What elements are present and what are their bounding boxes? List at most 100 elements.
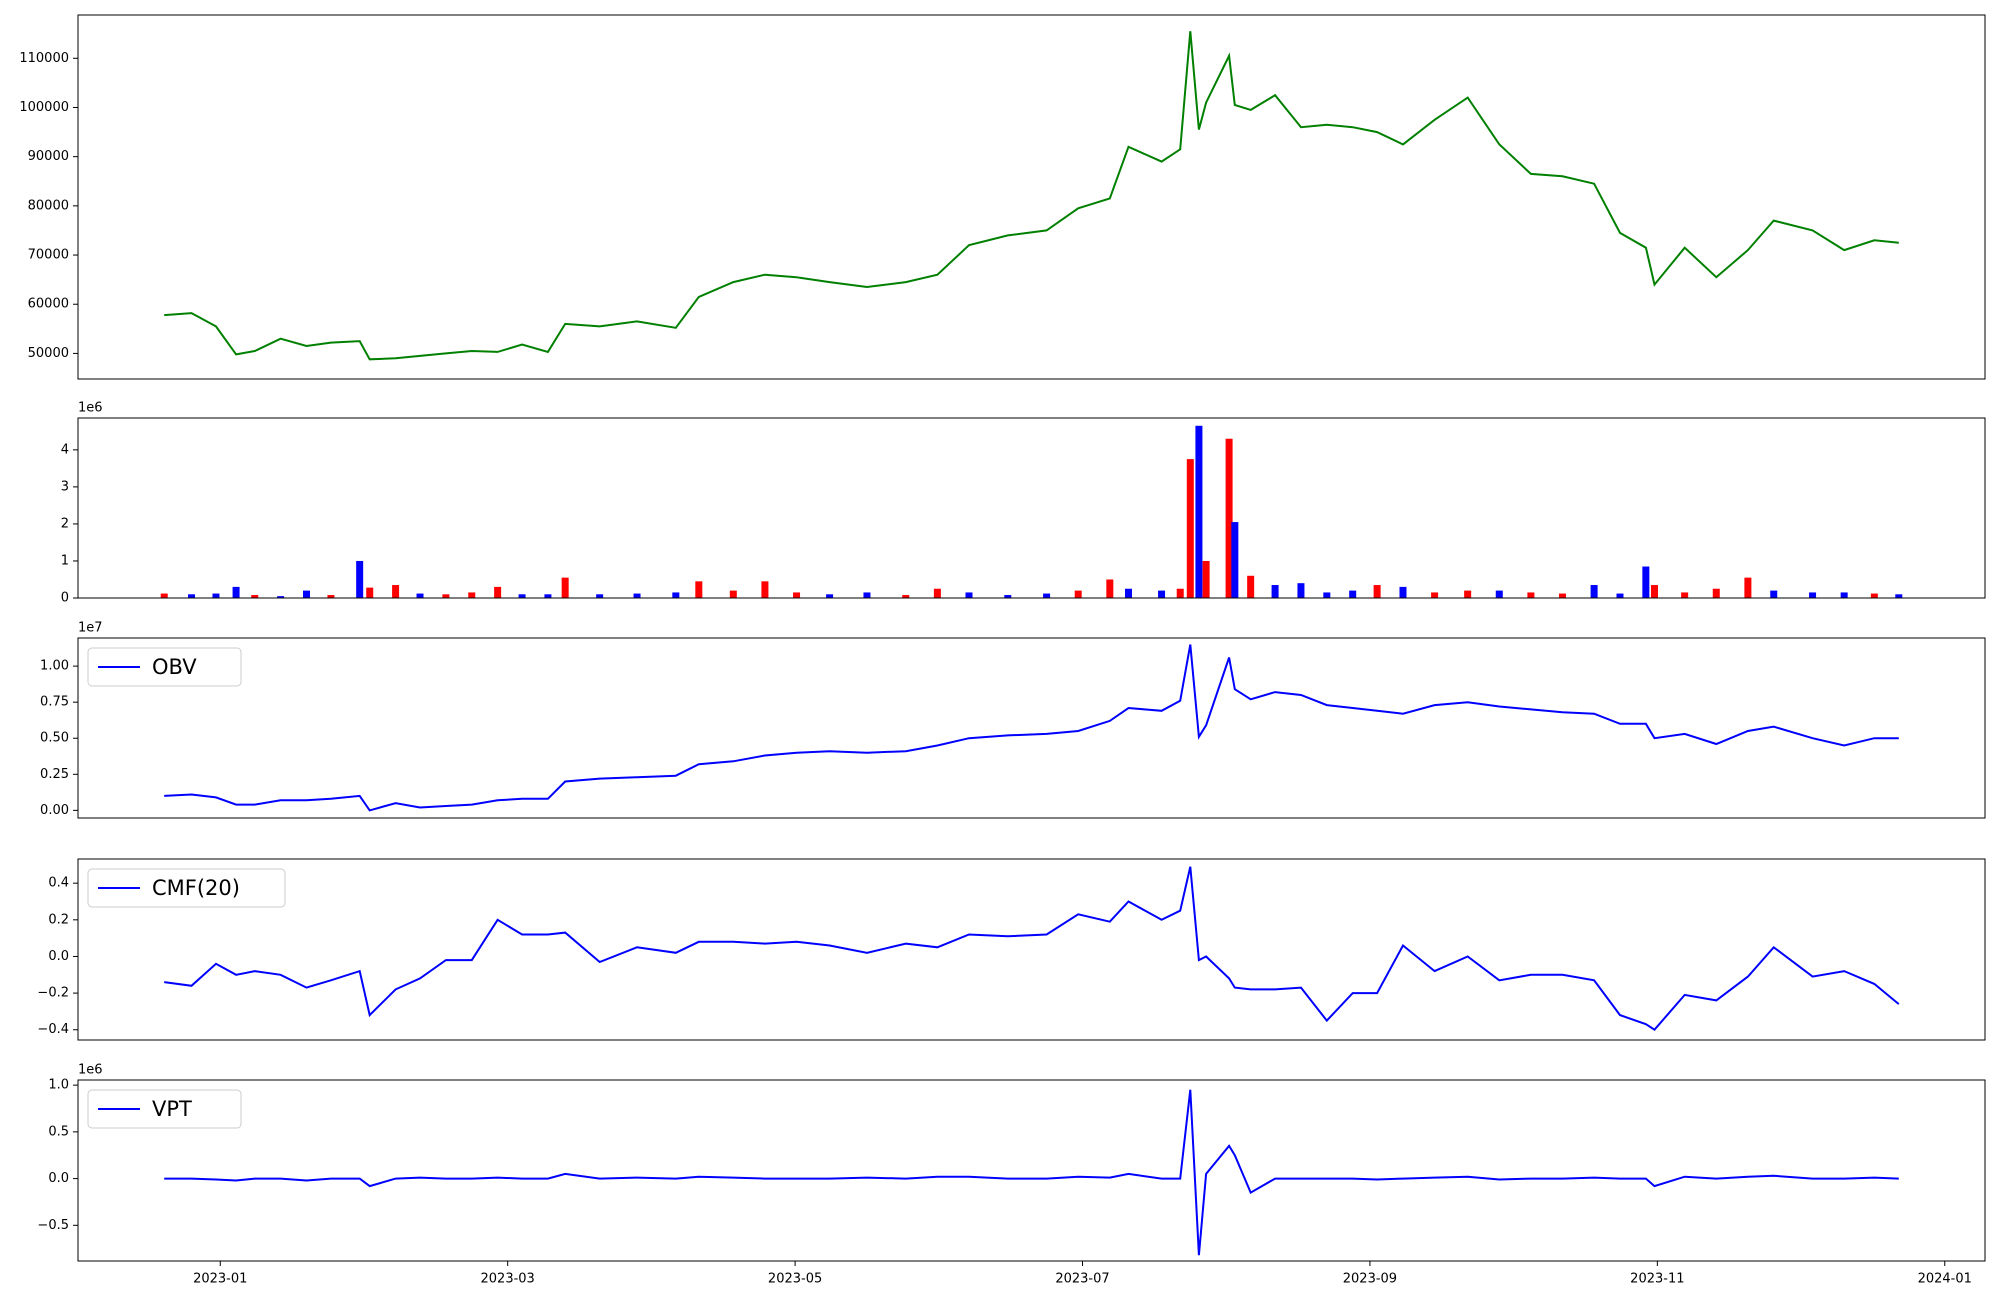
bar bbox=[1770, 590, 1778, 598]
x-tick-label: 2023-05 bbox=[768, 1272, 822, 1287]
bar bbox=[933, 588, 941, 598]
bar bbox=[902, 595, 910, 598]
bar bbox=[1297, 583, 1305, 598]
bar bbox=[1247, 575, 1255, 598]
bar bbox=[518, 594, 526, 598]
bar bbox=[1590, 585, 1598, 598]
bar bbox=[1074, 590, 1082, 598]
y-tick-label: 4 bbox=[61, 442, 69, 457]
bar bbox=[251, 595, 259, 598]
bar bbox=[1809, 592, 1817, 598]
bar bbox=[1231, 522, 1239, 598]
bar bbox=[356, 560, 364, 598]
bar bbox=[1043, 593, 1051, 598]
bar bbox=[392, 585, 400, 598]
x-tick-label: 2023-03 bbox=[481, 1272, 535, 1287]
y-tick-label: 0 bbox=[61, 591, 69, 606]
bar bbox=[633, 593, 641, 598]
bar bbox=[1202, 560, 1210, 598]
bar bbox=[160, 593, 168, 598]
bar bbox=[232, 586, 240, 598]
y-tick-label: −0.2 bbox=[37, 986, 69, 1001]
line bbox=[164, 866, 1900, 1032]
bar bbox=[1323, 592, 1331, 598]
legend-label: VPT bbox=[152, 1097, 192, 1121]
bar bbox=[468, 592, 476, 598]
bar bbox=[863, 592, 871, 598]
line bbox=[164, 644, 1899, 812]
bar bbox=[793, 592, 801, 598]
bar bbox=[1681, 592, 1689, 598]
y-tick-label: −0.5 bbox=[37, 1218, 69, 1233]
bar bbox=[1399, 586, 1407, 598]
y-tick-label: 0.50 bbox=[40, 731, 69, 746]
y-tick-label: 70000 bbox=[28, 248, 69, 263]
x-tick-label: 2024-01 bbox=[1918, 1272, 1972, 1287]
y-tick-label: 50000 bbox=[28, 346, 69, 361]
bar bbox=[1225, 438, 1233, 598]
line bbox=[164, 31, 1899, 361]
legend-box bbox=[87, 1089, 242, 1129]
bar bbox=[1895, 594, 1903, 598]
bar bbox=[1373, 585, 1381, 598]
x-tick-label: 2023-07 bbox=[1055, 1272, 1109, 1287]
bar bbox=[1616, 593, 1624, 598]
y-tick-label: 110000 bbox=[19, 51, 69, 66]
bar bbox=[672, 592, 680, 598]
bar bbox=[1558, 593, 1566, 598]
bar bbox=[1106, 579, 1114, 598]
bar bbox=[1840, 592, 1848, 598]
y-offset-label: 1e6 bbox=[78, 401, 103, 416]
bar bbox=[494, 586, 502, 598]
bar bbox=[596, 594, 604, 598]
bar bbox=[442, 594, 450, 598]
legend-label: OBV bbox=[152, 655, 197, 679]
bar bbox=[561, 577, 569, 598]
legend-label: CMF(20) bbox=[152, 876, 240, 900]
line bbox=[164, 1089, 1899, 1256]
bar bbox=[695, 581, 703, 598]
bar bbox=[729, 590, 737, 598]
bar bbox=[327, 595, 335, 598]
bar bbox=[965, 592, 973, 598]
bar bbox=[1650, 585, 1658, 598]
y-tick-label: 1.00 bbox=[40, 659, 69, 674]
axes-frame bbox=[77, 637, 1986, 819]
y-tick-label: 100000 bbox=[19, 100, 69, 115]
bar bbox=[1870, 593, 1878, 598]
bar bbox=[188, 594, 196, 598]
y-tick-label: 0.75 bbox=[40, 695, 69, 710]
bar bbox=[366, 587, 374, 598]
y-tick-label: 2 bbox=[61, 516, 69, 531]
y-tick-label: 90000 bbox=[28, 149, 69, 164]
x-tick-label: 2023-09 bbox=[1343, 1272, 1397, 1287]
y-tick-label: 0.00 bbox=[40, 803, 69, 818]
axes-frame bbox=[77, 417, 1986, 599]
bar bbox=[1186, 459, 1194, 598]
bar bbox=[1195, 425, 1203, 598]
y-tick-label: 3 bbox=[61, 479, 69, 494]
bar bbox=[302, 590, 310, 598]
bar bbox=[1176, 588, 1184, 598]
axes-frame bbox=[77, 1079, 1986, 1262]
bar bbox=[1642, 566, 1650, 598]
bar bbox=[277, 596, 285, 598]
bar bbox=[1744, 577, 1752, 598]
y-tick-label: 0.0 bbox=[48, 949, 69, 964]
legend-box bbox=[87, 868, 286, 908]
bar bbox=[1495, 590, 1503, 598]
y-offset-label: 1e6 bbox=[78, 1063, 103, 1078]
bar bbox=[1431, 592, 1439, 598]
bar bbox=[761, 581, 769, 598]
axes-frame bbox=[77, 858, 1986, 1041]
y-tick-label: 1 bbox=[61, 553, 69, 568]
bar bbox=[1125, 588, 1133, 598]
bar bbox=[1158, 590, 1166, 598]
bar bbox=[1712, 588, 1720, 598]
y-tick-label: 60000 bbox=[28, 297, 69, 312]
y-tick-label: 0.0 bbox=[48, 1171, 69, 1186]
bar bbox=[1271, 585, 1279, 598]
y-tick-label: 0.4 bbox=[48, 876, 69, 891]
bar bbox=[1464, 590, 1472, 598]
